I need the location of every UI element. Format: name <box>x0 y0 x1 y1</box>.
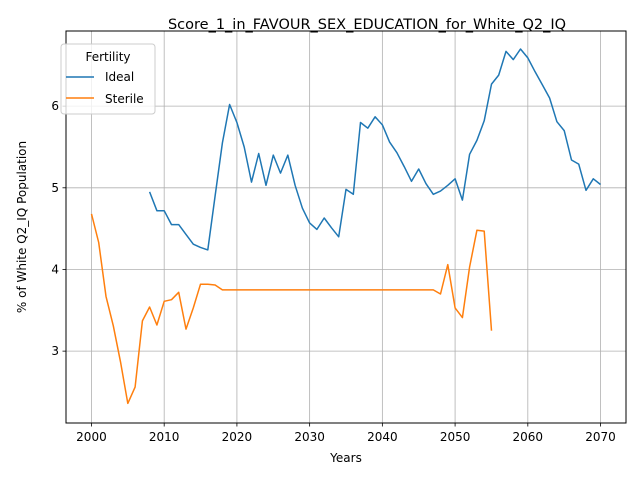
y-tick-label: 3 <box>51 344 59 358</box>
plot-frame <box>65 30 627 424</box>
legend: Fertility Ideal Sterile <box>60 43 156 115</box>
x-tick-label: 2020 <box>222 430 253 444</box>
y-tick-label: 4 <box>51 262 59 276</box>
y-tick-label: 6 <box>51 99 59 113</box>
x-tick-label: 2010 <box>149 430 180 444</box>
x-tick-label: 2040 <box>367 430 398 444</box>
legend-title: Fertility <box>85 50 130 64</box>
y-axis-label: % of White Q2_IQ Population <box>15 141 29 313</box>
legend-label-sterile: Sterile <box>105 92 144 106</box>
chart-title: Score_1_in_FAVOUR_SEX_EDUCATION_for_Whit… <box>168 17 566 33</box>
x-tick-label: 2060 <box>513 430 544 444</box>
x-tick-label: 2070 <box>585 430 616 444</box>
series-line-ideal <box>148 48 601 251</box>
legend-box <box>60 43 156 115</box>
x-tick-label: 2050 <box>440 430 471 444</box>
ticks: 2000 2010 2020 2030 2040 2050 2060 2070 3 4 5 6 <box>51 99 615 444</box>
series-lines <box>90 48 601 405</box>
series-line-sterile <box>90 213 493 405</box>
x-axis-label: Years <box>329 451 362 465</box>
x-tick-label: 2000 <box>76 430 107 444</box>
y-tick-label: 5 <box>51 181 59 195</box>
x-tick-label: 2030 <box>294 430 325 444</box>
grid <box>66 31 626 423</box>
legend-label-ideal: Ideal <box>105 70 134 84</box>
